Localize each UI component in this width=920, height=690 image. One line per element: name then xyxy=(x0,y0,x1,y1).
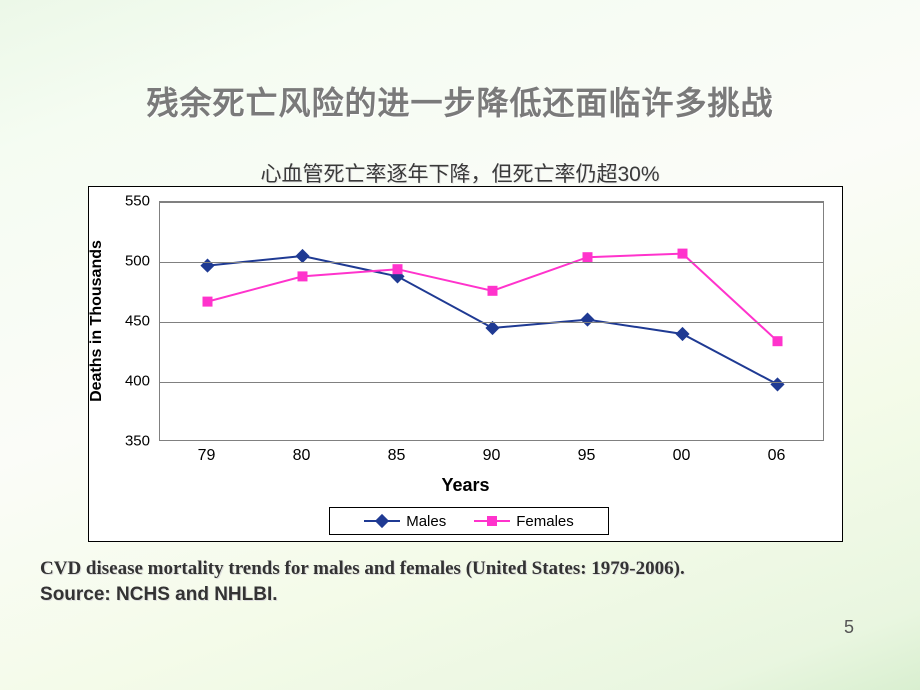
x-axis-label: Years xyxy=(89,475,842,496)
chart-container: Deaths in Thousands Years Males Females … xyxy=(88,186,843,542)
marker-square xyxy=(203,297,213,307)
x-tick-label: 95 xyxy=(567,447,607,465)
square-icon xyxy=(487,516,497,526)
marker-square xyxy=(773,336,783,346)
legend-label-females: Females xyxy=(516,513,574,530)
y-tick-label: 550 xyxy=(90,193,150,210)
x-tick-label: 85 xyxy=(377,447,417,465)
x-tick-label: 90 xyxy=(472,447,512,465)
diamond-icon xyxy=(375,514,389,528)
gridline xyxy=(160,322,823,323)
gridline xyxy=(160,382,823,383)
marker-diamond xyxy=(295,249,309,263)
marker-square xyxy=(298,271,308,281)
marker-square xyxy=(393,264,403,274)
marker-diamond xyxy=(675,327,689,341)
x-tick-label: 00 xyxy=(662,447,702,465)
marker-square xyxy=(488,286,498,296)
legend: Males Females xyxy=(329,507,609,535)
x-tick-label: 80 xyxy=(282,447,322,465)
marker-diamond xyxy=(580,313,594,327)
marker-diamond xyxy=(200,259,214,273)
gridline xyxy=(160,262,823,263)
gridline xyxy=(160,202,823,203)
legend-item-females: Females xyxy=(474,513,574,530)
legend-swatch-females xyxy=(474,520,510,522)
page-number: 5 xyxy=(844,617,854,638)
legend-label-males: Males xyxy=(406,513,446,530)
caption-line2: S xyxy=(40,584,53,605)
plot-area xyxy=(159,201,824,441)
legend-item-males: Males xyxy=(364,513,446,530)
caption: CVD disease mortality trends for males a… xyxy=(40,556,860,607)
y-tick-label: 500 xyxy=(90,253,150,270)
y-tick-label: 350 xyxy=(90,433,150,450)
chart-svg xyxy=(160,202,823,440)
marker-square xyxy=(678,249,688,259)
caption-line2b: ource: NCHS and NHLBI. xyxy=(53,584,278,605)
slide-subtitle: 心血管死亡率逐年下降，但死亡率仍超30% xyxy=(0,158,920,188)
marker-diamond xyxy=(770,377,784,391)
slide-root: 残余死亡风险的进一步降低还面临许多挑战 心血管死亡率逐年下降，但死亡率仍超30%… xyxy=(0,0,920,690)
series-line-males xyxy=(208,256,778,384)
marker-square xyxy=(583,252,593,262)
slide-title: 残余死亡风险的进一步降低还面临许多挑战 xyxy=(0,78,920,124)
y-tick-label: 400 xyxy=(90,373,150,390)
caption-line1: CVD disease mortality trends for males a… xyxy=(40,558,685,579)
x-tick-label: 06 xyxy=(757,447,797,465)
y-tick-label: 450 xyxy=(90,313,150,330)
marker-diamond xyxy=(485,321,499,335)
x-tick-label: 79 xyxy=(187,447,227,465)
legend-swatch-males xyxy=(364,520,400,522)
